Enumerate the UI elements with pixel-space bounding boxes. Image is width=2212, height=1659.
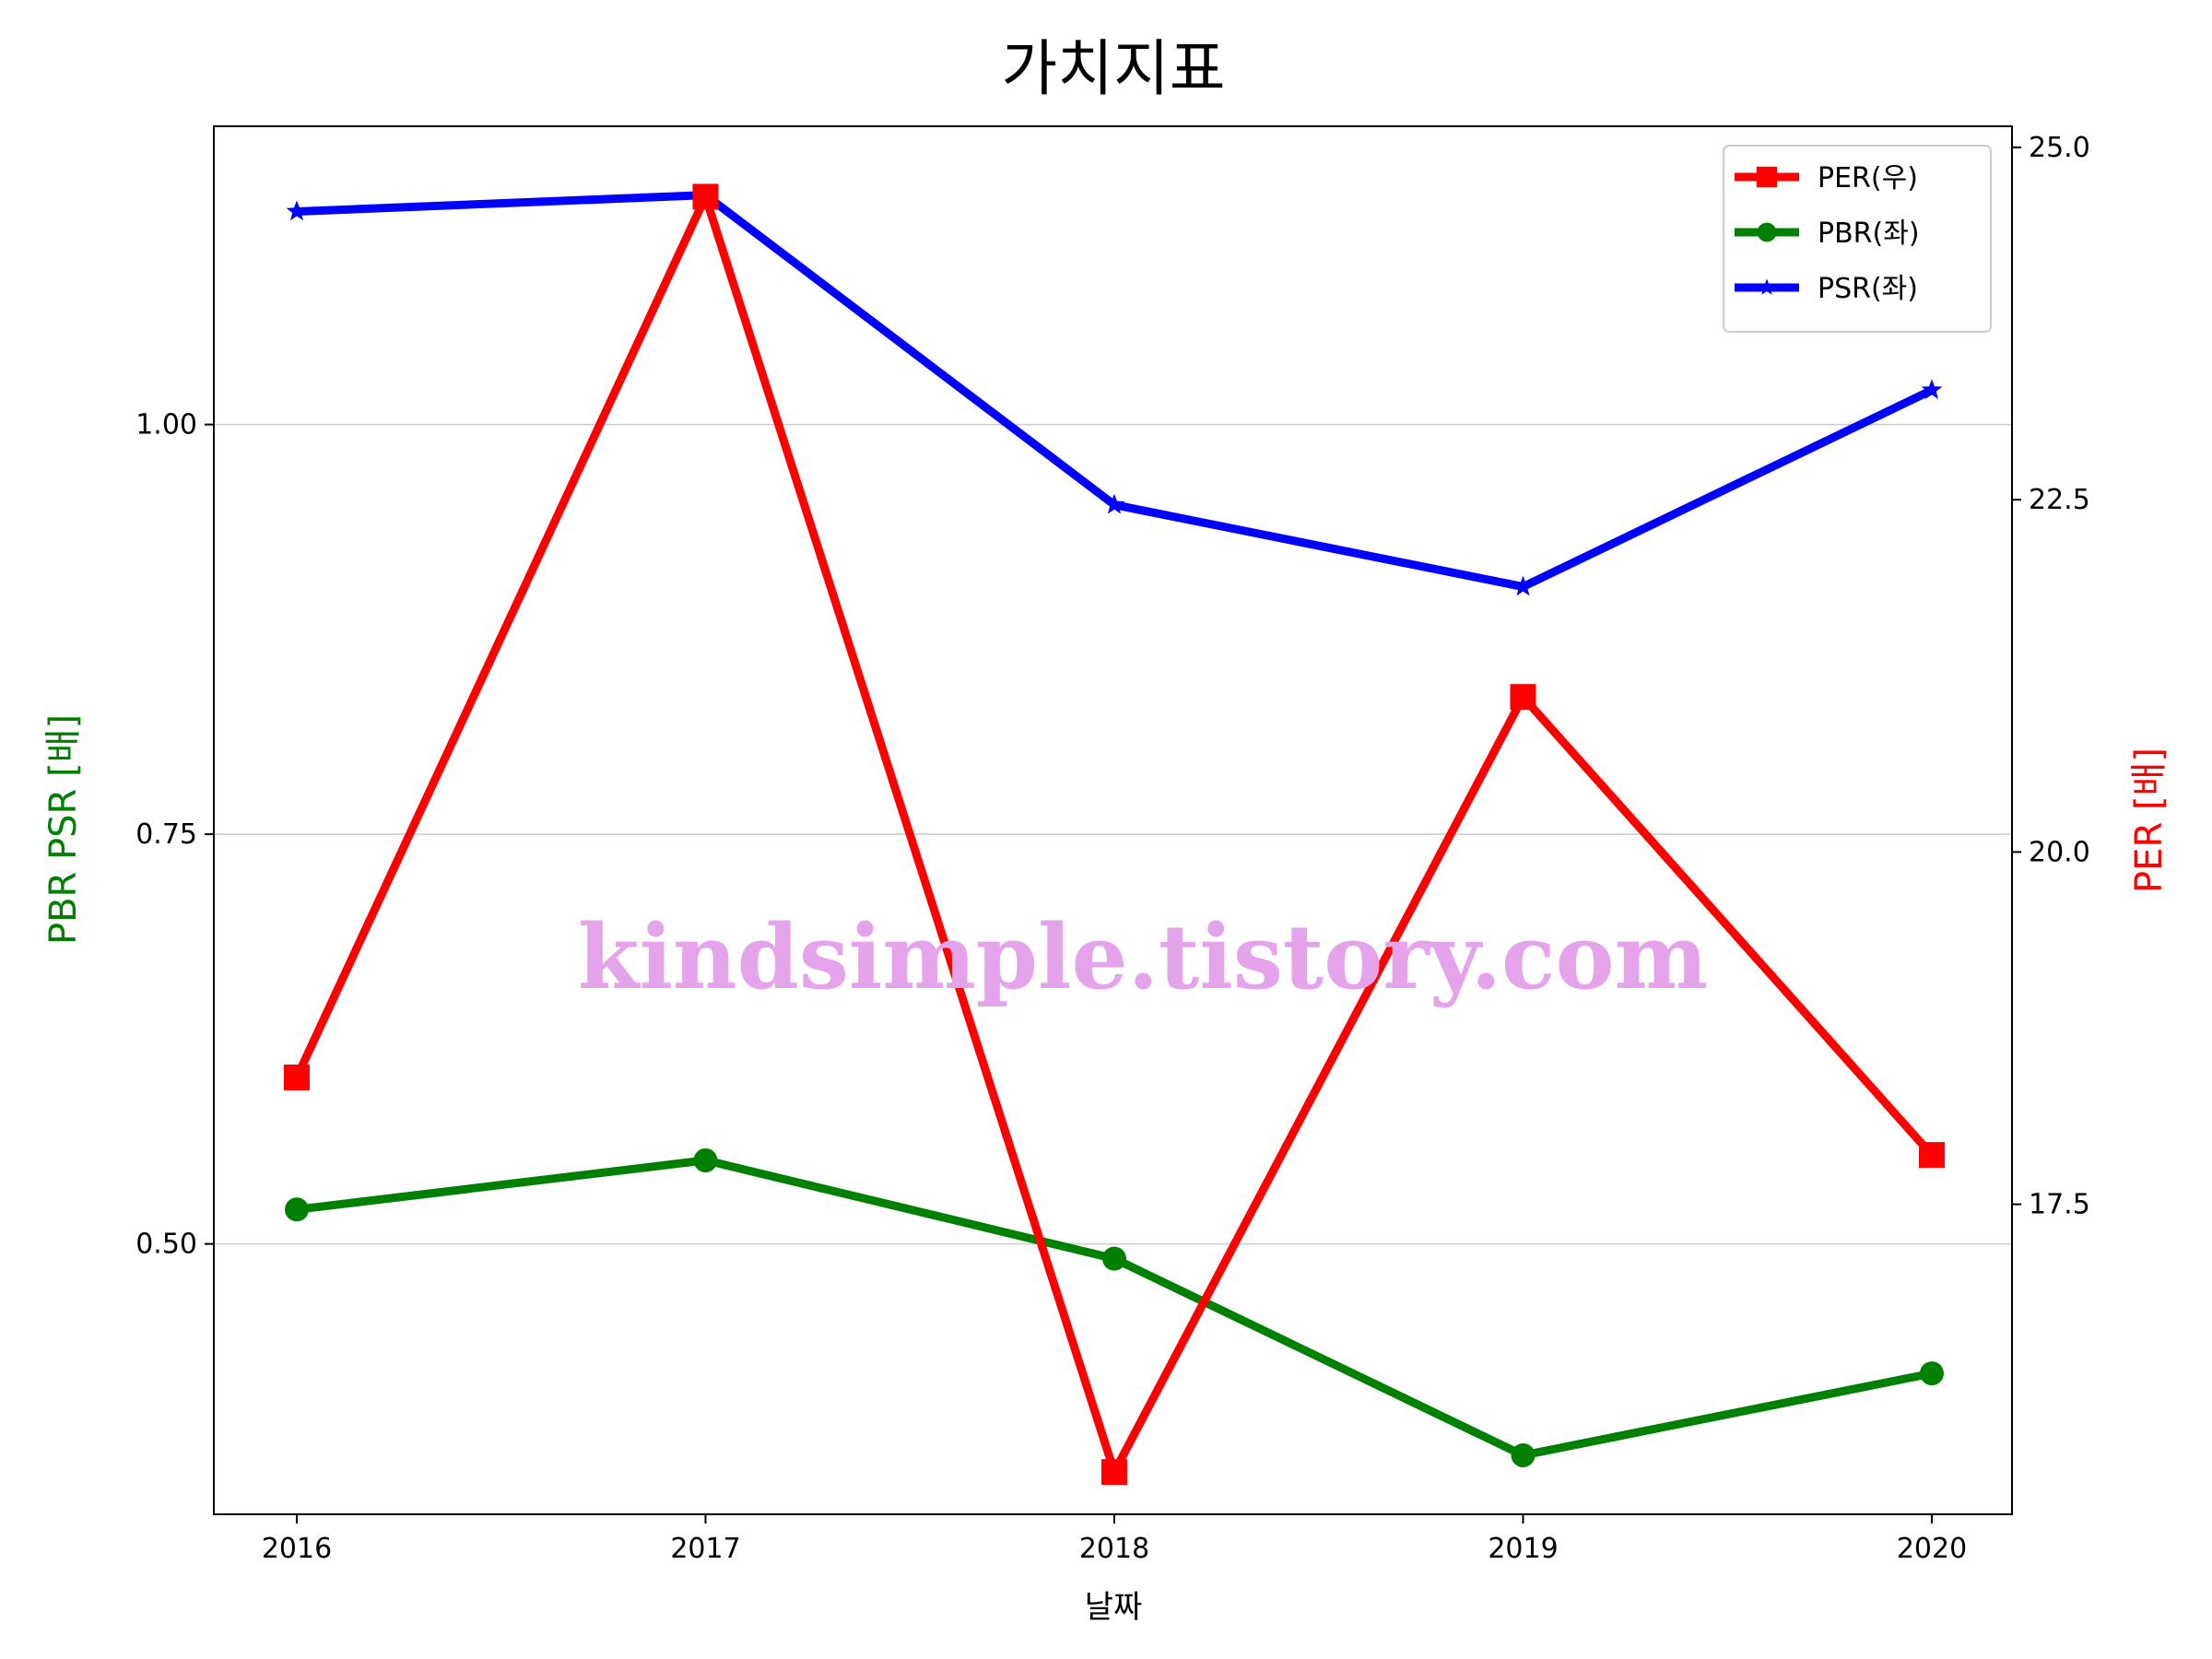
legend-label-pbr: PBR(좌) xyxy=(1818,218,1920,250)
data-point-per xyxy=(692,183,719,210)
data-point-psr xyxy=(1103,493,1125,514)
y-left-tick-label: 1.00 xyxy=(135,409,197,441)
data-point-psr xyxy=(1512,575,1534,596)
x-tick-label: 2018 xyxy=(1079,1533,1149,1565)
data-point-pbr xyxy=(1920,1361,1944,1386)
legend: PER(우) PBR(좌) PSR(좌) xyxy=(1723,145,1992,333)
legend-label-psr: PSR(좌) xyxy=(1818,273,1918,305)
data-point-per xyxy=(1919,1142,1945,1169)
y-left-tick-label: 0.50 xyxy=(135,1229,197,1261)
data-point-per xyxy=(1510,684,1536,711)
data-point-pbr xyxy=(1511,1442,1535,1467)
grid-layer xyxy=(214,423,2012,1245)
y-right-tick-label: 20.0 xyxy=(2029,836,2090,868)
y-axis-right-label: PER [배] xyxy=(2128,747,2171,893)
x-tick-label: 2019 xyxy=(1488,1533,1558,1565)
series-line-psr xyxy=(296,191,1934,592)
axis-layer: 0.50 0.75 1.00 17.5 20.0 22.5 25.0 2016 2017 2018… xyxy=(135,132,2090,1565)
data-point-per xyxy=(1101,1459,1127,1486)
watermark-layer: kindsimple.tistory.com xyxy=(578,905,1708,1009)
plot-frame xyxy=(213,125,2013,1515)
x-tick-label: 2020 xyxy=(1897,1533,1967,1565)
y-axis-left-label: PBR PSR [배] xyxy=(42,714,85,945)
y-left-tick-label: 0.75 xyxy=(135,818,197,851)
legend-marker-psr xyxy=(1758,278,1776,295)
legend-marker-per xyxy=(1756,166,1778,188)
x-tick-label: 2016 xyxy=(262,1533,332,1565)
data-point-pbr xyxy=(693,1147,718,1172)
y-right-tick-label: 25.0 xyxy=(2029,132,2090,164)
data-point-pbr xyxy=(285,1197,309,1222)
data-point-psr xyxy=(1921,379,1943,399)
legend-marker-pbr xyxy=(1757,222,1777,242)
data-point-per xyxy=(284,1065,310,1091)
data-point-pbr xyxy=(1102,1246,1126,1271)
data-point-psr xyxy=(286,200,308,221)
series-layer xyxy=(284,183,1945,1486)
x-tick-label: 2017 xyxy=(670,1533,740,1565)
legend-label-per: PER(우) xyxy=(1818,162,1918,194)
y-right-tick-label: 17.5 xyxy=(2029,1189,2090,1221)
series-line-pbr xyxy=(296,1156,1933,1460)
watermark: kindsimple.tistory.com xyxy=(578,905,1708,1009)
y-right-tick-label: 22.5 xyxy=(2029,484,2090,516)
x-axis-label: 날짜 xyxy=(1085,1589,1143,1626)
chart-title: 가치지표 xyxy=(1002,33,1226,104)
